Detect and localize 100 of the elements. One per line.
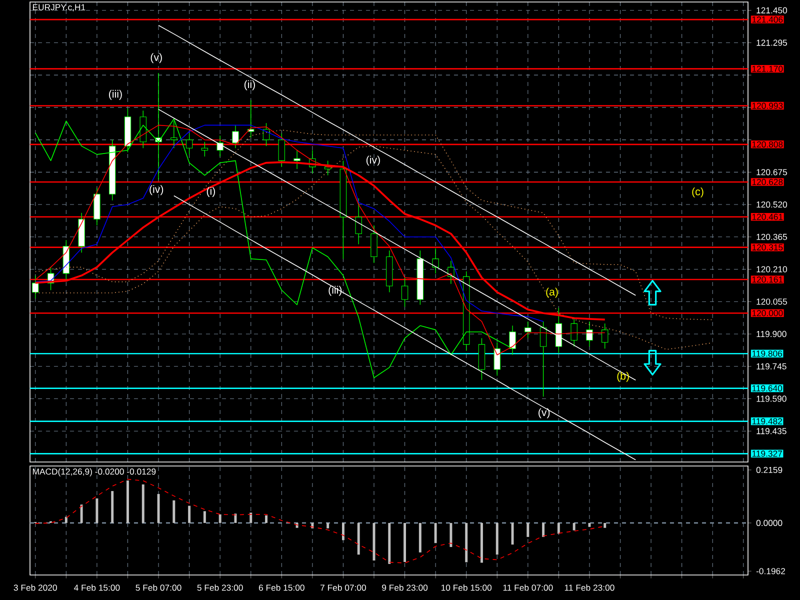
y-tick-label: 119.435 [756,428,786,434]
bar [126,480,129,523]
bar [404,522,406,562]
x-tick-label: 3 Feb 2020 [14,584,57,591]
bar [526,522,530,537]
bar [326,522,330,528]
candlestick [278,133,285,168]
y-tick-label: 119.745 [756,363,786,370]
bar [388,522,391,564]
x-tick-label: 10 Feb 15:00 [441,584,492,591]
candlestick [540,321,547,397]
y-tick-label: 121.450 [756,7,788,14]
ref-line-label: 119.640 [752,385,782,392]
bar [357,522,360,555]
y-tick-label: 121.295 [756,40,788,46]
candlestick [216,135,224,157]
bar [64,516,68,523]
candlestick [570,316,578,347]
ref-line-label: 120.808 [752,141,783,148]
ref-line-label: 120.315 [752,244,783,250]
ref-line-label: 121.406 [752,16,783,23]
ref-line-label: 120.461 [752,214,783,220]
ref-line-label: 119.806 [752,350,782,357]
y-tick-label: -0.1962 [756,568,785,574]
y-tick-label: 119.590 [756,396,786,402]
chart-title: EURJPY.c,H1 [32,4,86,12]
y-tick-label: 0.0000 [756,520,782,526]
candlestick [602,323,608,349]
bar [480,522,483,563]
annotation: (iii) [328,286,342,296]
bar [496,522,498,555]
annotation: (b) [617,372,629,382]
bar [588,522,591,527]
annotation: (iii) [109,90,122,100]
candlestick [401,277,408,308]
bar [218,514,222,523]
candlestick [370,225,378,264]
bar [604,522,606,528]
y-tick-label: 119.900 [756,330,786,338]
x-tick-label: 5 Feb 07:00 [136,584,182,591]
ref-line-label: 120.993 [752,102,783,109]
annotation: (c) [692,187,704,198]
x-tick-label: 6 Feb 15:00 [258,584,304,591]
candlestick [186,133,193,155]
x-tick-label: 9 Feb 23:00 [382,584,428,591]
candlestick [355,198,362,245]
candlestick [555,308,562,354]
candlestick [586,321,593,347]
x-tick-label: 7 Feb 07:00 [320,584,366,591]
bar [80,504,83,523]
ref-line-label: 119.327 [752,450,782,457]
y-tick-label: 120.210 [756,266,788,272]
ref-line-label: 120.161 [752,276,783,283]
x-tick-label: 11 Feb 23:00 [564,584,614,591]
bar [465,522,468,562]
x-tick-label: 5 Feb 23:00 [197,584,243,591]
annotation: (i) [206,186,216,197]
x-tick-label: 4 Feb 15:00 [74,584,120,591]
x-tick-label: 11 Feb 07:00 [503,584,553,591]
bar [542,522,545,537]
bar [511,522,514,545]
bar [96,498,98,523]
bar [557,522,560,534]
bar [188,506,191,523]
bar [142,484,144,523]
candlestick [201,142,208,157]
bar [265,515,268,523]
candlestick [294,150,300,170]
ref-line-label: 120.000 [752,310,783,316]
candlestick [248,100,254,138]
annotation: (v) [538,408,550,418]
ref-line-label: 119.482 [752,418,782,424]
ref-line-label: 120.628 [752,178,783,186]
bar [172,500,176,523]
annotation: (iv) [150,185,164,196]
bar [203,511,206,523]
y-tick-label: 0.2159 [756,466,782,474]
annotation: (iv) [366,156,380,166]
chart-title: MACD(12,26,9) -0.0200 -0.0129 [32,468,156,476]
bar [418,522,422,552]
annotation: (v) [150,53,162,64]
bar [250,512,252,523]
y-tick-label: 120.675 [756,169,788,176]
candlestick [32,275,39,299]
candlestick [324,160,332,176]
bar [450,522,452,548]
bar [434,522,437,544]
candlestick [432,248,439,274]
y-tick-label: 120.520 [756,201,788,208]
bar [234,514,237,523]
candlestick [232,124,239,148]
bar [572,522,576,530]
ref-line-label: 121.170 [752,66,783,72]
bar [111,491,114,523]
y-tick-label: 120.055 [756,298,788,305]
annotation: (ii) [244,80,255,90]
bar [342,522,344,540]
y-tick-label: 120.365 [756,234,788,240]
candlestick [524,321,532,339]
annotation: (a) [546,288,558,298]
